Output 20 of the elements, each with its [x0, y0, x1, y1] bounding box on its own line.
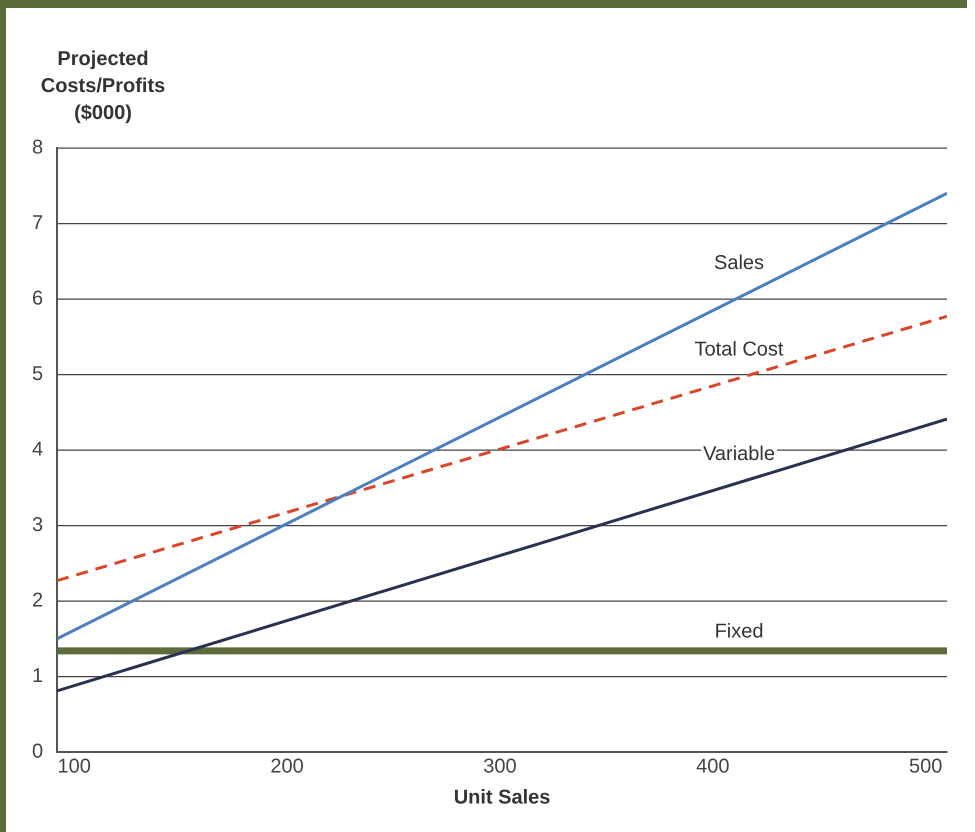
y-tick-label: 7	[32, 212, 44, 234]
x-tick-label: 500	[909, 756, 942, 778]
y-tick-label: 8	[32, 136, 44, 159]
y-axis-title: Projected Costs/Profits ($000)	[40, 47, 166, 126]
y-tick-label: 4	[32, 438, 44, 461]
series-label: Total Cost	[694, 338, 784, 361]
x-tick-label: 100	[57, 756, 91, 778]
x-tick-label: 200	[270, 756, 304, 778]
series-label: Variable	[703, 442, 775, 465]
x-axis-title: Unit Sales	[454, 786, 550, 809]
x-tick-label: 300	[483, 756, 517, 778]
y-tick-label: 1	[32, 665, 44, 688]
series-label: Sales	[714, 252, 764, 274]
y-tick-label: 6	[32, 288, 44, 310]
y-tick-label: 0	[32, 740, 44, 763]
y-tick-label: 3	[32, 514, 44, 536]
x-tick-label: 400	[696, 756, 730, 778]
y-tick-label: 5	[32, 363, 44, 386]
y-tick-label: 2	[32, 590, 44, 612]
series-label: Fixed	[714, 620, 764, 642]
